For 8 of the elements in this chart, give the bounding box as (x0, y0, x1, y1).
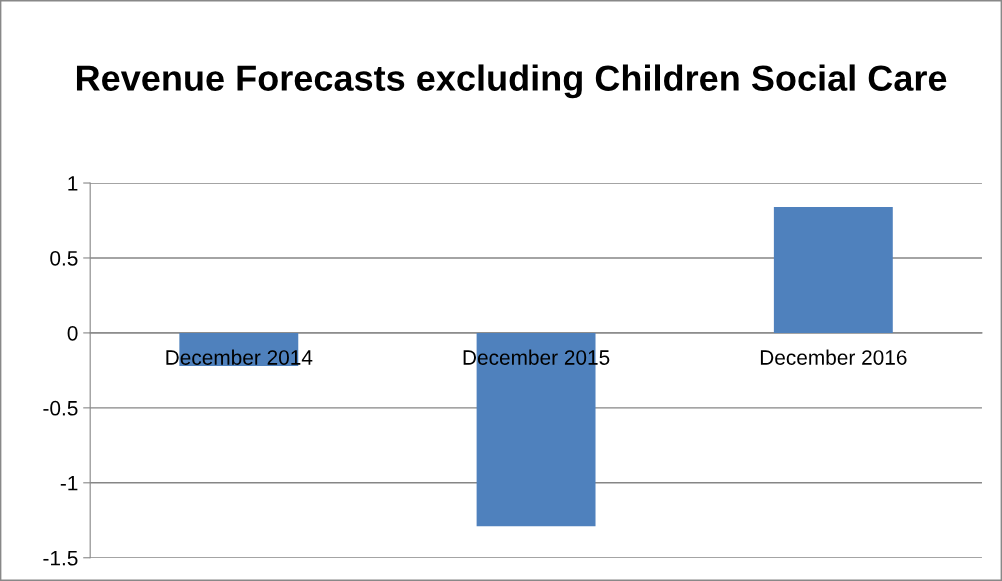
y-tick-label: 0 (67, 325, 78, 341)
chart-title: Revenue Forecasts excluding Children Social Care (76, 64, 947, 99)
y-tick-label: -0.5 (43, 400, 78, 416)
y-tick-label: 1 (68, 176, 78, 191)
y-tick-label: -1.5 (43, 550, 78, 566)
x-tick-label: December 2016 (760, 349, 907, 365)
y-tick-label: -1 (60, 476, 78, 491)
y-tick-label: 0.5 (50, 250, 78, 266)
